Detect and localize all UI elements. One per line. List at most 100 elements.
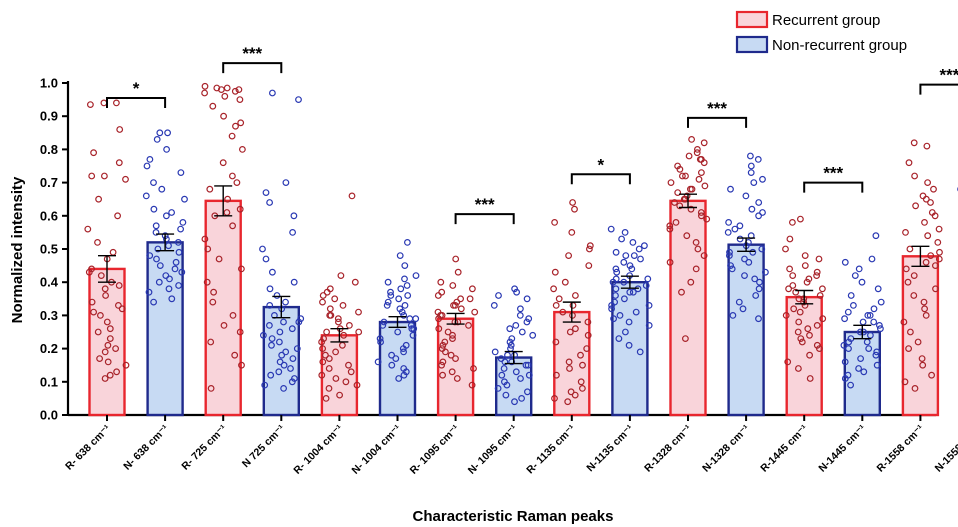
y-tick-label: 0.6 — [40, 208, 58, 223]
data-point — [318, 371, 326, 379]
data-point — [165, 285, 173, 293]
data-point — [326, 312, 334, 319]
data-point — [921, 218, 928, 226]
y-tick-label: 0.5 — [40, 242, 58, 257]
data-point — [224, 195, 232, 203]
data-point — [841, 358, 849, 366]
data-point — [153, 255, 160, 263]
data-point — [872, 232, 880, 240]
data-point — [209, 298, 217, 306]
data-point — [857, 355, 864, 363]
data-point — [266, 199, 274, 206]
data-point — [490, 302, 498, 309]
data-point — [801, 262, 809, 270]
data-point — [672, 218, 680, 226]
data-point — [259, 245, 266, 253]
data-point — [220, 322, 228, 329]
bar — [669, 199, 707, 417]
y-tick-label: 0.2 — [40, 341, 58, 356]
data-point — [400, 371, 408, 379]
data-point — [266, 285, 274, 293]
data-point — [876, 322, 883, 329]
data-point — [293, 345, 301, 353]
data-point — [816, 292, 824, 299]
data-point — [615, 335, 623, 343]
data-point — [511, 285, 518, 293]
data-point — [101, 348, 109, 356]
data-point — [150, 179, 157, 187]
data-point — [353, 381, 361, 389]
data-point — [395, 295, 403, 303]
data-point — [201, 82, 209, 90]
bar — [88, 267, 126, 417]
data-point — [229, 312, 237, 319]
data-point — [448, 368, 456, 376]
data-point — [877, 298, 885, 306]
data-point — [851, 272, 859, 280]
data-point — [790, 305, 798, 313]
data-point — [287, 365, 294, 372]
data-point — [561, 278, 569, 286]
data-point — [289, 228, 297, 236]
data-point — [261, 381, 269, 389]
data-point — [506, 338, 514, 346]
data-point — [237, 119, 245, 127]
data-point — [572, 292, 579, 299]
data-point — [374, 358, 382, 366]
data-point — [512, 322, 520, 329]
data-point — [919, 361, 927, 369]
data-point — [565, 252, 572, 260]
data-point — [855, 365, 862, 372]
data-point — [566, 328, 574, 336]
data-point — [697, 209, 705, 216]
data-point — [813, 268, 821, 276]
data-point — [162, 212, 170, 220]
data-point — [920, 298, 928, 306]
data-point — [922, 258, 930, 266]
data-point — [579, 385, 586, 392]
data-point — [145, 288, 153, 296]
data-point — [322, 351, 329, 359]
data-point — [100, 99, 108, 107]
data-point — [816, 345, 823, 353]
data-point — [288, 325, 296, 333]
data-point — [924, 232, 932, 240]
data-point — [229, 222, 237, 230]
data-point — [936, 248, 943, 256]
data-point — [152, 222, 160, 230]
data-point — [351, 278, 359, 286]
data-point — [164, 129, 172, 137]
data-point — [873, 348, 881, 356]
data-point — [700, 139, 708, 147]
data-point — [262, 189, 270, 197]
data-point — [331, 295, 339, 303]
data-point — [612, 265, 620, 273]
data-point — [215, 255, 223, 263]
data-point — [377, 338, 385, 346]
significance-bracket — [919, 83, 958, 95]
data-point — [795, 365, 802, 372]
data-point — [103, 318, 111, 326]
data-point — [666, 225, 674, 233]
data-point — [412, 315, 420, 323]
x-axis-title: Characteristic Raman peaks — [413, 508, 614, 525]
y-tick-label: 0.1 — [40, 374, 58, 389]
data-point — [741, 272, 748, 280]
data-point — [438, 288, 446, 296]
data-point — [232, 122, 239, 130]
data-point — [786, 265, 793, 273]
data-point — [323, 288, 331, 296]
data-point — [409, 331, 417, 339]
significance-label: *** — [242, 44, 262, 63]
data-point — [388, 351, 396, 359]
data-point — [319, 358, 327, 366]
data-point — [609, 278, 617, 286]
data-point — [210, 288, 218, 296]
data-point — [622, 252, 630, 260]
data-point — [203, 278, 211, 286]
data-point — [579, 361, 586, 369]
data-point — [273, 292, 281, 299]
data-point — [517, 305, 524, 313]
data-point — [439, 358, 447, 366]
